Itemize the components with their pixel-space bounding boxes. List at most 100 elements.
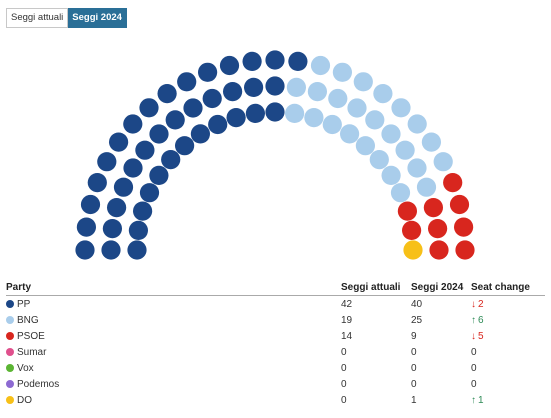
- seats-actual: 19: [341, 314, 353, 326]
- party-name: PSOE: [17, 330, 45, 342]
- party-name: Sumar: [17, 346, 47, 358]
- party-name: PP: [17, 298, 31, 310]
- table-row-pp: PP 42 40 ↓ 2: [6, 296, 545, 313]
- seat-pp: [208, 114, 228, 135]
- party-color-dot: [6, 331, 14, 340]
- seat-change-value: 6: [478, 314, 484, 326]
- seat-bng: [310, 55, 331, 76]
- table-row-podemos: Podemos 0 0 0: [6, 376, 545, 392]
- seat-pp: [102, 219, 122, 239]
- seat-pp: [245, 103, 265, 123]
- seat-bng: [285, 103, 305, 123]
- tab-seggi-2024[interactable]: Seggi 2024: [68, 8, 127, 28]
- header-seat-change: Seat change: [471, 280, 545, 296]
- seat-pp: [127, 240, 147, 260]
- seat-psoe: [428, 219, 448, 239]
- seat-pp: [123, 158, 143, 178]
- seat-bng: [307, 82, 327, 102]
- seat-bng: [322, 114, 342, 135]
- seat-pp: [161, 150, 181, 170]
- seat-change: 0: [471, 360, 545, 376]
- seat-pp: [80, 194, 101, 215]
- party-color-dot: [6, 379, 14, 388]
- seat-bng: [340, 124, 360, 144]
- seat-pp: [198, 62, 218, 82]
- seat-pp: [75, 240, 95, 260]
- seat-bng: [433, 152, 453, 172]
- seat-bng: [416, 177, 437, 197]
- seat-psoe: [443, 173, 463, 193]
- seat-pp: [288, 51, 308, 71]
- header-seggi-attuali: Seggi attuali: [341, 280, 411, 296]
- seat-pp: [149, 124, 169, 144]
- seat-bng: [328, 88, 348, 109]
- seat-change: ↓ 2: [471, 296, 545, 313]
- seat-bng: [365, 110, 385, 130]
- seats-2024: 9: [411, 330, 417, 342]
- seat-bng: [355, 136, 375, 156]
- seat-bng: [286, 77, 306, 97]
- seats-2024: 40: [411, 298, 423, 310]
- seat-psoe: [402, 220, 422, 240]
- seats-2024: 0: [411, 346, 417, 358]
- seat-change-value: 0: [471, 378, 477, 390]
- party-name: DO: [17, 394, 32, 406]
- seat-pp: [226, 108, 246, 128]
- tab-seggi-attuali[interactable]: Seggi attuali: [6, 8, 69, 28]
- table-header-row: Party Seggi attuali Seggi 2024 Seat chan…: [6, 280, 545, 296]
- seat-psoe: [429, 240, 449, 260]
- seat-pp: [135, 140, 155, 160]
- header-seggi-2024: Seggi 2024: [411, 280, 471, 296]
- seat-pp: [123, 114, 143, 134]
- seat-change-value: 1: [478, 394, 484, 406]
- seat-pp: [87, 173, 107, 193]
- party-color-dot: [6, 299, 14, 308]
- seat-pp: [244, 77, 264, 97]
- seat-pp: [190, 124, 210, 144]
- party-color-dot: [6, 363, 14, 372]
- seats-actual: 0: [341, 346, 347, 358]
- seat-pp: [97, 152, 117, 172]
- seat-pp: [128, 220, 148, 240]
- seat-change: ↑ 1: [471, 392, 545, 408]
- seat-bng: [391, 98, 411, 118]
- party-color-dot: [6, 347, 14, 356]
- seat-view-toggle: Seggi attuali Seggi 2024: [6, 8, 127, 28]
- table-row-bng: BNG 19 25 ↑ 6: [6, 312, 545, 328]
- seat-table: Party Seggi attuali Seggi 2024 Seat chan…: [6, 280, 545, 408]
- party-name: Podemos: [17, 378, 60, 390]
- party-cell: Sumar: [6, 344, 341, 360]
- seat-bng: [353, 72, 373, 92]
- seat-pp: [175, 136, 195, 156]
- seat-pp: [113, 177, 134, 197]
- party-cell: Podemos: [6, 376, 341, 392]
- seats-actual: 0: [341, 394, 347, 406]
- seat-pp: [133, 201, 153, 221]
- seat-pp: [76, 217, 96, 237]
- seat-bng: [407, 114, 427, 134]
- party-name: Vox: [17, 362, 34, 374]
- seat-bng: [407, 158, 427, 178]
- seats-actual: 42: [341, 298, 353, 310]
- seat-pp: [139, 98, 159, 118]
- seat-psoe: [423, 198, 443, 218]
- party-color-dot: [6, 395, 14, 404]
- seat-change-value: 0: [471, 362, 477, 374]
- seats-2024: 0: [411, 362, 417, 374]
- seats-actual: 14: [341, 330, 353, 342]
- seat-change: 0: [471, 344, 545, 360]
- seat-pp: [183, 98, 203, 118]
- hemicycle-chart: [75, 50, 475, 260]
- seat-change: 0: [471, 376, 545, 392]
- table-row-psoe: PSOE 14 9 ↓ 5: [6, 328, 545, 344]
- seats-actual: 0: [341, 378, 347, 390]
- party-color-dot: [6, 315, 14, 324]
- seats-2024: 1: [411, 394, 417, 406]
- table-row-vox: Vox 0 0 0: [6, 360, 545, 376]
- header-party: Party: [6, 280, 341, 296]
- party-cell: BNG: [6, 312, 341, 328]
- seat-pp: [202, 88, 222, 109]
- party-cell: PSOE: [6, 328, 341, 344]
- seat-bng: [373, 84, 393, 104]
- seat-pp: [265, 50, 285, 70]
